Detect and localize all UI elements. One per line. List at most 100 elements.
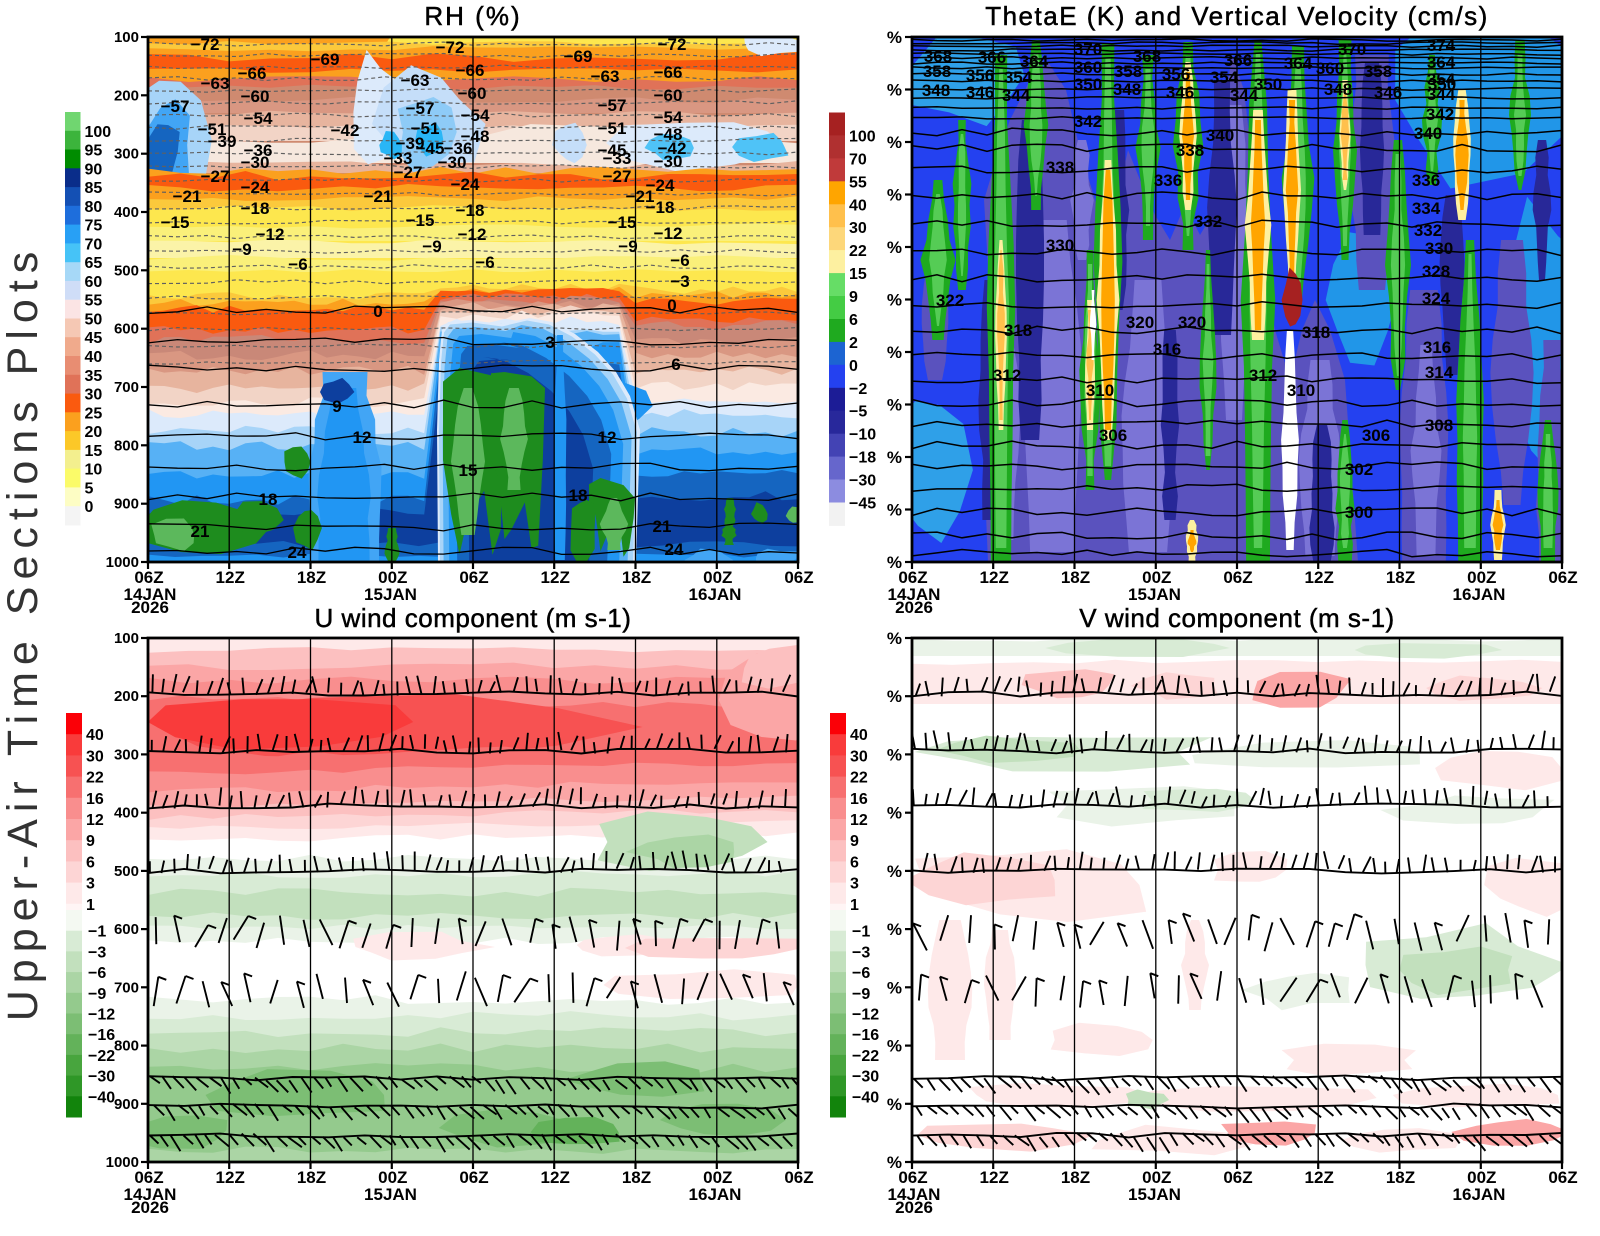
svg-text:%: % — [887, 238, 902, 257]
svg-text:−18: −18 — [241, 199, 270, 218]
svg-text:332: 332 — [1414, 221, 1442, 240]
svg-text:334: 334 — [1412, 199, 1441, 218]
svg-text:−60: −60 — [654, 86, 683, 105]
svg-text:368: 368 — [924, 47, 952, 66]
svg-text:342: 342 — [1426, 105, 1454, 124]
svg-text:40: 40 — [85, 349, 103, 366]
svg-text:306: 306 — [1099, 426, 1127, 445]
svg-text:364: 364 — [1427, 53, 1456, 72]
svg-text:−45: −45 — [416, 139, 445, 158]
svg-text:%: % — [887, 553, 902, 572]
svg-text:600: 600 — [114, 321, 139, 338]
svg-text:−63: −63 — [591, 67, 620, 86]
svg-text:−1: −1 — [852, 924, 870, 941]
svg-text:340: 340 — [1206, 126, 1234, 145]
svg-text:6: 6 — [849, 312, 858, 329]
svg-text:%: % — [887, 448, 902, 467]
svg-text:−51: −51 — [411, 119, 440, 138]
svg-text:320: 320 — [1126, 313, 1154, 332]
svg-text:100: 100 — [114, 630, 139, 647]
svg-text:342: 342 — [1074, 112, 1102, 131]
svg-text:−15: −15 — [161, 213, 190, 232]
svg-text:366: 366 — [1224, 51, 1252, 70]
svg-text:6: 6 — [850, 854, 859, 871]
svg-text:3: 3 — [545, 333, 554, 352]
svg-text:−27: −27 — [201, 167, 230, 186]
svg-text:−51: −51 — [598, 119, 627, 138]
svg-text:200: 200 — [114, 688, 139, 705]
svg-text:−30: −30 — [88, 1069, 115, 1086]
svg-text:360: 360 — [1074, 58, 1102, 77]
svg-text:−22: −22 — [88, 1048, 115, 1065]
svg-text:364: 364 — [1284, 54, 1313, 73]
svg-text:15: 15 — [85, 443, 103, 460]
svg-text:−6: −6 — [88, 965, 106, 982]
svg-text:22: 22 — [850, 770, 868, 787]
svg-text:%: % — [887, 291, 902, 310]
svg-text:6: 6 — [86, 854, 95, 871]
svg-text:800: 800 — [114, 437, 139, 454]
svg-text:0: 0 — [849, 358, 858, 375]
svg-text:400: 400 — [114, 204, 139, 221]
svg-text:−42: −42 — [331, 121, 360, 140]
svg-text:368: 368 — [1133, 47, 1161, 66]
svg-text:35: 35 — [85, 368, 103, 385]
svg-text:06Z: 06Z — [1223, 568, 1252, 587]
svg-text:−60: −60 — [458, 84, 487, 103]
svg-text:318: 318 — [1004, 321, 1032, 340]
svg-text:−3: −3 — [852, 944, 870, 961]
svg-text:60: 60 — [85, 274, 103, 291]
svg-text:−51: −51 — [198, 120, 227, 139]
svg-text:200: 200 — [114, 87, 139, 104]
svg-text:358: 358 — [923, 62, 951, 81]
svg-text:55: 55 — [849, 174, 867, 191]
svg-text:370: 370 — [1338, 40, 1366, 59]
svg-text:500: 500 — [114, 262, 139, 279]
svg-text:−30: −30 — [654, 152, 683, 171]
svg-text:00Z: 00Z — [1467, 568, 1496, 587]
svg-text:−15: −15 — [406, 211, 435, 230]
svg-text:2026: 2026 — [131, 1198, 169, 1217]
svg-text:00Z: 00Z — [703, 1168, 732, 1187]
svg-text:%: % — [887, 687, 902, 706]
svg-text:40: 40 — [86, 727, 104, 744]
svg-text:306: 306 — [1362, 426, 1390, 445]
svg-text:9: 9 — [849, 289, 858, 306]
svg-text:−27: −27 — [603, 167, 632, 186]
svg-text:348: 348 — [1324, 80, 1352, 99]
svg-text:18Z: 18Z — [1386, 568, 1415, 587]
svg-text:%: % — [887, 343, 902, 362]
svg-text:%: % — [887, 629, 902, 648]
svg-text:21: 21 — [191, 522, 210, 541]
svg-text:%: % — [887, 186, 902, 205]
svg-text:356: 356 — [1162, 65, 1190, 84]
svg-text:1000: 1000 — [106, 1154, 139, 1171]
svg-text:%: % — [887, 1153, 902, 1172]
svg-text:330: 330 — [1425, 239, 1453, 258]
svg-text:328: 328 — [1422, 262, 1450, 281]
svg-text:−33: −33 — [603, 149, 632, 168]
svg-text:900: 900 — [114, 496, 139, 513]
svg-text:9: 9 — [850, 833, 859, 850]
svg-text:−9: −9 — [618, 237, 637, 256]
svg-text:−63: −63 — [401, 71, 430, 90]
svg-text:6: 6 — [671, 355, 680, 374]
svg-text:00Z: 00Z — [1467, 1168, 1496, 1187]
svg-text:06Z: 06Z — [459, 1168, 488, 1187]
svg-text:318: 318 — [1302, 323, 1330, 342]
svg-text:−18: −18 — [849, 450, 876, 467]
svg-text:21: 21 — [653, 517, 672, 536]
svg-text:14JAN: 14JAN — [888, 585, 941, 604]
svg-text:−15: −15 — [608, 213, 637, 232]
svg-text:350: 350 — [1254, 75, 1282, 94]
svg-text:3: 3 — [850, 876, 859, 893]
svg-text:2: 2 — [849, 335, 858, 352]
svg-text:10: 10 — [85, 462, 103, 479]
svg-text:−66: −66 — [456, 61, 485, 80]
svg-text:−22: −22 — [852, 1048, 879, 1065]
svg-text:%: % — [887, 501, 902, 520]
svg-text:15JAN: 15JAN — [1128, 585, 1181, 604]
svg-text:356: 356 — [966, 66, 994, 85]
svg-text:95: 95 — [85, 143, 103, 160]
svg-text:−16: −16 — [88, 1027, 115, 1044]
